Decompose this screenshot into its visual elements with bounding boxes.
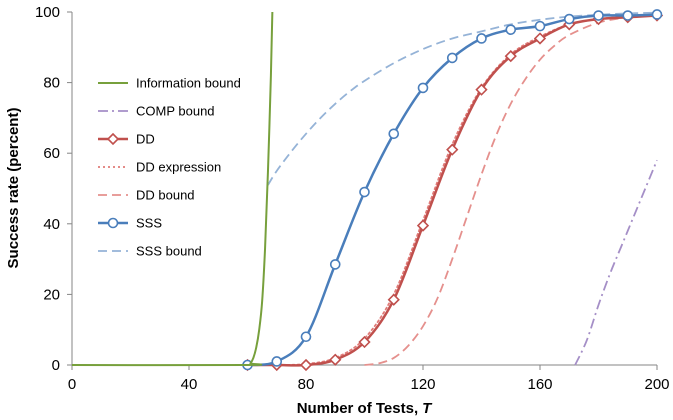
series-dd-bound xyxy=(364,13,658,366)
legend-label-comp-bound: COMP bound xyxy=(136,104,215,119)
series-line-sss-bound xyxy=(267,11,658,186)
legend-item-dd: DD xyxy=(98,132,155,147)
legend-label-dd-bound: DD bound xyxy=(136,188,195,203)
point-sss-160 xyxy=(534,20,546,32)
series-line-dd-bound xyxy=(364,13,658,366)
y-tick-label-40: 40 xyxy=(43,216,60,233)
point-sss-100 xyxy=(359,186,370,198)
x-axis-title: Number of Tests, T xyxy=(297,400,433,417)
legend-item-information-bound: Information bound xyxy=(98,76,241,91)
point-sss-140 xyxy=(476,33,487,44)
point-dd-100 xyxy=(358,335,371,349)
point-dd-160 xyxy=(533,32,547,45)
x-tick-label-0: 0 xyxy=(68,376,76,393)
point-dd-120 xyxy=(416,219,430,232)
series-sss-bound xyxy=(267,11,658,186)
series-line-dd-expression xyxy=(246,13,658,366)
x-axis-title-text: Number of Tests, xyxy=(297,400,418,417)
axis-ticks: 0 20 40 60 80 100 0 40 80 120 160 200 xyxy=(35,4,670,393)
point-sss-180 xyxy=(593,10,604,21)
series-line-information-bound xyxy=(71,11,274,367)
x-axis-title-variable: T xyxy=(422,400,433,417)
series-sss xyxy=(242,9,663,371)
series-comp-bound xyxy=(574,159,658,366)
y-tick-label-0: 0 xyxy=(52,357,60,374)
point-dd-150 xyxy=(504,49,517,63)
series-dd xyxy=(241,9,664,372)
legend-item-sss: SSS xyxy=(98,216,162,231)
point-dd-80 xyxy=(299,358,313,372)
legend-marker-sss xyxy=(107,217,119,229)
point-sss-110 xyxy=(388,128,400,140)
point-dd-110 xyxy=(387,293,400,306)
point-sss-70 xyxy=(271,356,283,367)
x-tick-label-160: 160 xyxy=(527,376,552,393)
y-axis-title: Success rate (percent) xyxy=(5,108,22,269)
legend-label-sss: SSS xyxy=(136,216,162,231)
y-tick-label-100: 100 xyxy=(35,4,60,21)
point-dd-90 xyxy=(329,353,342,366)
point-sss-170 xyxy=(563,13,575,25)
point-sss-120 xyxy=(417,82,429,94)
series-line-comp-bound xyxy=(574,159,658,366)
y-tick-label-80: 80 xyxy=(43,75,60,92)
series-dd-expression xyxy=(246,13,658,366)
y-tick-label-60: 60 xyxy=(43,145,60,162)
point-sss-200 xyxy=(651,9,663,20)
legend-marker-dd xyxy=(106,132,120,146)
point-sss-130 xyxy=(446,52,458,64)
legend-item-dd-expression: DD expression xyxy=(98,160,221,175)
x-tick-label-80: 80 xyxy=(298,376,315,393)
y-tick-label-20: 20 xyxy=(43,286,60,303)
legend-label-sss-bound: SSS bound xyxy=(136,244,202,259)
legend-item-sss-bound: SSS bound xyxy=(98,244,202,259)
series-line-sss xyxy=(247,13,658,367)
point-sss-150 xyxy=(505,24,517,35)
legend: Information bound COMP bound DD DD expressi… xyxy=(98,76,241,259)
point-sss-190 xyxy=(622,10,634,21)
legend-label-dd: DD xyxy=(136,132,155,147)
point-sss-80 xyxy=(300,331,312,343)
point-dd-130 xyxy=(446,143,459,156)
point-dd-140 xyxy=(475,83,488,96)
series-layer xyxy=(71,9,664,372)
x-tick-label-200: 200 xyxy=(644,376,669,393)
legend-label-information-bound: Information bound xyxy=(136,76,241,91)
legend-label-dd-expression: DD expression xyxy=(136,160,221,175)
x-tick-label-120: 120 xyxy=(410,376,435,393)
point-sss-90 xyxy=(329,259,341,270)
x-tick-label-40: 40 xyxy=(181,376,198,393)
series-information-bound xyxy=(71,11,274,367)
legend-item-dd-bound: DD bound xyxy=(98,188,195,203)
legend-item-comp-bound: COMP bound xyxy=(98,104,215,119)
